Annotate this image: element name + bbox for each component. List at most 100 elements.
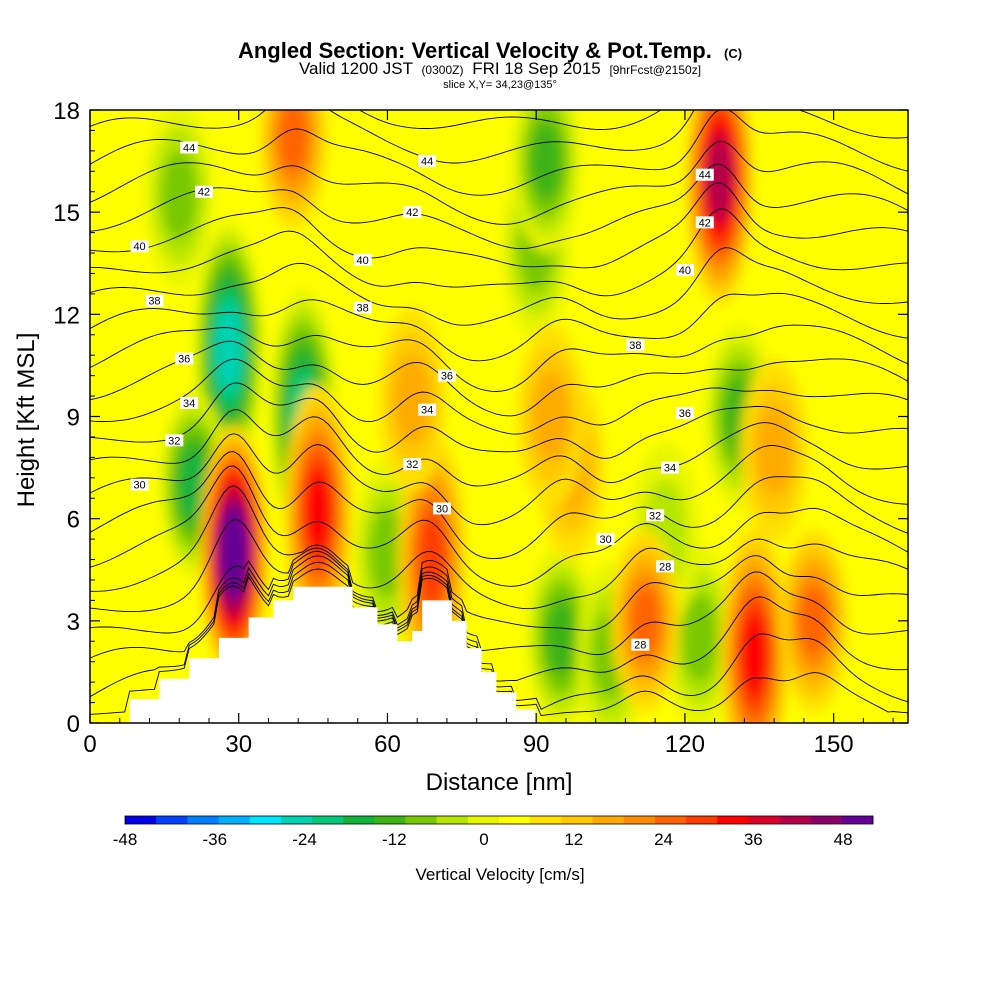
downdraft-core-ring xyxy=(161,150,198,240)
downdraft-core-ring xyxy=(530,122,563,200)
contour-label-box xyxy=(631,638,650,651)
colorbar-tick-label: 36 xyxy=(744,830,763,849)
colorbar-swatch xyxy=(218,816,250,824)
colorbar-swatch xyxy=(499,816,531,824)
contour-label: 32 xyxy=(403,458,422,471)
contour-label-text: 32 xyxy=(168,435,180,447)
subtitle-valid: Valid 1200 JST xyxy=(299,59,413,78)
updraft-core-ring xyxy=(278,110,309,173)
x-tick-label: 0 xyxy=(83,731,96,758)
velocity-field xyxy=(145,110,848,723)
contour-label: 38 xyxy=(353,301,372,315)
colorbar-swatch xyxy=(249,816,282,824)
pot-temp-contour xyxy=(90,409,908,487)
updraft-core xyxy=(720,527,789,723)
x-axis-label: Distance [nm] xyxy=(426,769,573,796)
subtitle-forecast: [9hrFcst@2150z] xyxy=(609,63,701,77)
colorbar-swatch xyxy=(187,816,219,824)
colorbar-swatch xyxy=(654,816,687,824)
contour-label-box xyxy=(403,458,422,471)
contour-label-box xyxy=(661,461,680,474)
chart-title-suffix: (C) xyxy=(724,46,742,61)
contour-label-text: 44 xyxy=(421,156,433,168)
pot-temp-contour xyxy=(90,433,908,526)
contour-label-text: 42 xyxy=(198,187,210,199)
colorbar-swatch xyxy=(841,816,874,824)
contour-label-text: 36 xyxy=(178,354,190,366)
contour-label-box xyxy=(626,338,645,351)
contour-label: 32 xyxy=(646,509,665,522)
contour-label: 38 xyxy=(145,294,164,308)
contour-label-box xyxy=(432,502,451,515)
downdraft-core-ring xyxy=(215,305,243,392)
contour-label: 42 xyxy=(695,216,714,229)
contour-label-text: 42 xyxy=(406,207,418,219)
pot-temp-contour xyxy=(90,519,908,631)
contour-label-text: 28 xyxy=(634,640,646,652)
colorbar-swatch xyxy=(343,816,375,824)
contour-label-box xyxy=(403,206,422,219)
pot-temp-contour xyxy=(90,561,908,710)
contour-label-box xyxy=(175,352,194,365)
downdraft-core-ring xyxy=(369,508,406,598)
plot-area: 44 42 40 38 36 34 32 30 44 42 40 38 36 34 32 30 44 42 40 38… xyxy=(90,110,908,723)
contour-label-box xyxy=(695,168,714,181)
x-axis: 0 30 60 90 120 150 xyxy=(83,110,894,758)
contour-label: 44 xyxy=(418,155,437,168)
x-tick-label: 90 xyxy=(523,731,550,758)
contour-label-text: 30 xyxy=(133,480,145,492)
updraft-core-ring xyxy=(304,468,332,555)
updraft-core xyxy=(740,358,809,543)
colorbar-swatch xyxy=(125,816,157,824)
chart-title: Angled Section: Vertical Velocity & Pot.… xyxy=(238,38,742,63)
subtitle-date: FRI 18 Sep 2015 xyxy=(472,59,601,78)
contour-label-box xyxy=(180,141,199,154)
contour-label: 34 xyxy=(418,403,437,417)
pot-temp-contour xyxy=(90,140,908,225)
contour-label-box xyxy=(437,369,456,382)
contour-label-box xyxy=(596,533,615,546)
updraft-core-ring xyxy=(740,611,768,698)
contour-label-box xyxy=(418,403,437,416)
contour-label-box xyxy=(195,185,214,198)
contour-label: 36 xyxy=(675,407,694,420)
pot-temp-contour xyxy=(90,382,908,459)
y-tick-label: 3 xyxy=(67,609,80,636)
pot-temp-contour xyxy=(90,568,908,716)
contour-label: 28 xyxy=(631,638,650,652)
pot-temp-contour xyxy=(90,324,908,392)
colorbar-tick-label: 24 xyxy=(654,830,673,849)
colorbar-swatch xyxy=(156,816,188,824)
chart-slice-label: slice X,Y= 34,23@135° xyxy=(443,79,557,91)
downdraft-core-ring xyxy=(681,593,718,683)
y-tick-label: 6 xyxy=(67,507,80,534)
updraft-core xyxy=(611,528,680,714)
pot-temp-contour xyxy=(90,292,908,362)
pot-temp-contour xyxy=(90,340,908,417)
pot-temp-contour xyxy=(90,358,908,435)
x-tick-label: 60 xyxy=(374,731,401,758)
contour-label: 34 xyxy=(180,396,199,410)
contour-label-text: 36 xyxy=(441,371,453,383)
y-tick-label: 18 xyxy=(53,98,80,125)
colorbar-swatch xyxy=(717,816,749,824)
colorbar-swatch xyxy=(810,816,843,824)
contour-label-text: 42 xyxy=(699,217,711,229)
updraft-core xyxy=(517,324,586,509)
colorbar-swatch xyxy=(623,816,656,824)
colorbar-swatch xyxy=(561,816,593,824)
downdraft-core-ring xyxy=(179,449,209,520)
contour-label-text: 36 xyxy=(679,408,691,420)
colorbar-tick-label: 12 xyxy=(564,830,583,849)
y-tick-label: 9 xyxy=(67,405,80,432)
contour-label-box xyxy=(675,264,694,277)
contour-label-box xyxy=(656,560,675,573)
updraft-core-ring xyxy=(630,585,661,656)
contour-label-text: 44 xyxy=(699,170,711,182)
colorbar-swatch xyxy=(530,816,562,824)
pot-temp-contour xyxy=(90,163,908,250)
pot-temp-contour xyxy=(90,110,908,164)
contour-label-text: 40 xyxy=(133,241,145,253)
contour-label: 28 xyxy=(656,560,675,573)
contour-label-box xyxy=(130,240,149,253)
